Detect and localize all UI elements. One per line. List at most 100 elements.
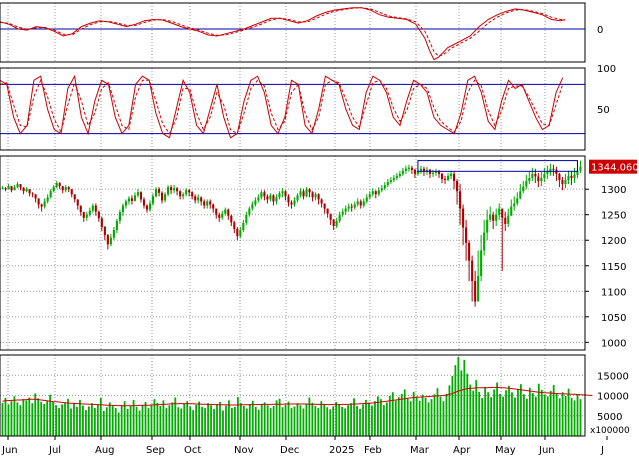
- volume-bar: [508, 385, 510, 436]
- volume-bar: [138, 410, 141, 436]
- price-candle: [52, 187, 55, 192]
- price-candle: [516, 198, 519, 204]
- volume-bar: [120, 406, 123, 436]
- price-candle: [248, 208, 251, 215]
- volume-bar: [171, 402, 174, 436]
- volume-bar: [34, 393, 37, 436]
- price-candle: [398, 173, 401, 176]
- price-candle: [31, 193, 34, 195]
- volume-bar: [540, 389, 543, 436]
- volume-y-tick: 10000: [597, 392, 629, 403]
- volume-bar: [299, 405, 302, 436]
- volume-bar: [308, 397, 311, 436]
- volume-bar: [555, 393, 558, 436]
- price-candle: [413, 169, 416, 174]
- volume-bar: [76, 406, 78, 436]
- volume-unit-label: x100000: [590, 426, 630, 436]
- volume-bar: [362, 404, 364, 436]
- x-tick-label: Dec: [280, 445, 299, 456]
- volume-bar: [55, 405, 58, 436]
- volume-bar: [326, 407, 329, 436]
- volume-bar: [156, 402, 159, 436]
- price-y-tick: 1000: [601, 338, 626, 349]
- price-candle: [233, 222, 236, 230]
- volume-bar: [198, 401, 201, 436]
- price-candle: [281, 191, 284, 194]
- volume-bar: [368, 402, 370, 436]
- price-candle: [97, 211, 100, 219]
- volume-bar: [478, 391, 481, 436]
- price-candle: [76, 199, 79, 206]
- volume-bar: [192, 410, 195, 436]
- volume-bar: [433, 394, 436, 436]
- price-candle: [157, 189, 161, 193]
- price-candle: [428, 169, 432, 174]
- x-tick-label: J: [600, 445, 604, 456]
- price-candle: [254, 200, 257, 205]
- volume-bar: [528, 387, 531, 436]
- volume-bar: [347, 405, 350, 436]
- volume-bar: [31, 403, 34, 436]
- price-candle: [37, 198, 40, 205]
- x-tick-label: Sep: [146, 445, 165, 456]
- volume-bar: [275, 400, 278, 436]
- price-candle: [70, 189, 73, 195]
- price-candle: [179, 191, 182, 197]
- price-candle: [154, 189, 158, 197]
- price-candle: [317, 194, 320, 200]
- price-candle: [278, 193, 281, 198]
- volume-y-tick: 5000: [597, 412, 622, 423]
- price-candle: [91, 205, 94, 211]
- price-candle: [474, 281, 477, 302]
- price-y-tick: 1150: [601, 262, 626, 273]
- volume-bar: [111, 405, 114, 436]
- price-candle: [308, 189, 311, 193]
- volume-bar: [13, 396, 16, 436]
- price-candle: [284, 191, 287, 197]
- price-candle: [112, 230, 115, 238]
- panel-frame: [0, 67, 586, 151]
- volume-bar: [406, 398, 409, 436]
- volume-bar: [99, 397, 102, 436]
- volume-bar: [329, 409, 332, 436]
- volume-bar: [463, 359, 466, 436]
- price-candle: [106, 235, 109, 245]
- price-candle: [55, 183, 58, 188]
- price-candle: [182, 194, 185, 197]
- price-candle: [115, 220, 118, 231]
- price-candle: [311, 192, 314, 198]
- price-candle: [365, 197, 368, 202]
- volume-bar: [117, 412, 120, 436]
- price-candle: [522, 186, 525, 192]
- price-candle: [498, 208, 501, 215]
- volume-bar: [58, 408, 60, 436]
- price-y-tick: 1300: [601, 185, 626, 196]
- price-candle: [133, 195, 137, 201]
- price-candle: [287, 196, 290, 203]
- price-candle: [410, 167, 413, 170]
- volume-bar: [204, 408, 206, 436]
- price-candle: [40, 204, 43, 207]
- price-candle: [480, 250, 483, 276]
- price-candle: [167, 187, 170, 195]
- price-candle: [380, 188, 383, 191]
- volume-bar: [7, 404, 10, 436]
- volume-bar: [394, 400, 397, 436]
- price-candle: [109, 237, 112, 245]
- volume-bar: [317, 408, 320, 436]
- volume-bar: [305, 404, 308, 436]
- price-candle: [142, 199, 146, 206]
- volume-bar: [400, 393, 403, 436]
- volume-bar: [90, 403, 93, 436]
- volume-bar: [102, 410, 105, 436]
- labels-layer: Jun Jul Aug Sep Oct Nov Dec 2025 Feb Mar Apr May Jun…: [1, 25, 639, 456]
- x-tick-label: Aug: [95, 445, 115, 456]
- price-candle: [34, 194, 37, 199]
- volume-bar: [469, 384, 472, 436]
- price-candle: [10, 186, 13, 191]
- price-candle: [422, 168, 426, 172]
- volume-bar: [353, 398, 355, 436]
- price-candle: [245, 214, 248, 223]
- price-candle: [489, 214, 492, 220]
